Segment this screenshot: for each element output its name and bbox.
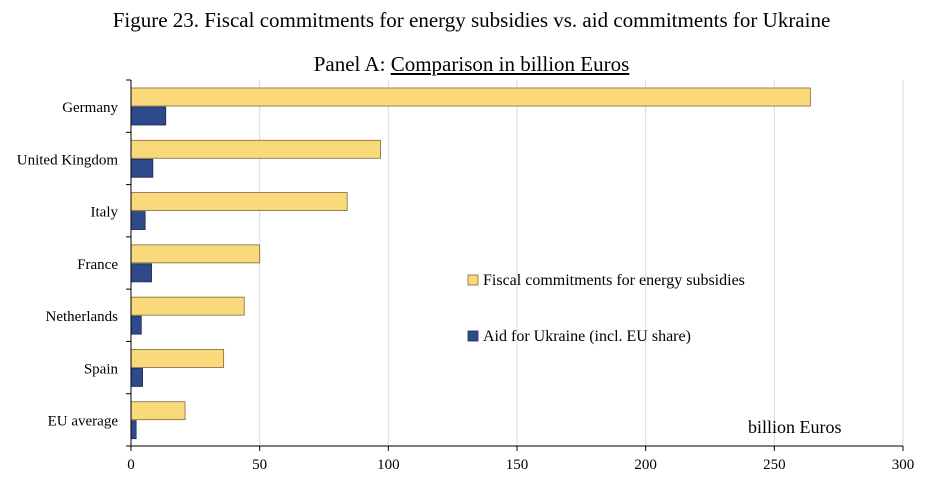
x-tick-label: 100 bbox=[377, 457, 400, 473]
bar-fiscal-italy bbox=[130, 192, 348, 211]
x-tick-label: 250 bbox=[763, 457, 786, 473]
x-tick-label: 50 bbox=[252, 457, 267, 473]
category-label: EU average bbox=[48, 414, 119, 430]
legend-fiscal-swatch bbox=[467, 274, 479, 286]
bar-fiscal-france bbox=[130, 244, 261, 264]
x-tick-label: 300 bbox=[892, 457, 915, 473]
category-label: Germany bbox=[62, 100, 118, 116]
tick-labels: 0 50 100 150 200 250 300 bbox=[127, 457, 914, 473]
legend-aid-label: Aid for Ukraine (incl. EU share) bbox=[483, 328, 691, 345]
unit-label: billion Euros bbox=[748, 417, 842, 437]
gridlines bbox=[259, 80, 904, 446]
bar-aid-france bbox=[130, 263, 152, 283]
x-tick-label: 200 bbox=[634, 457, 657, 473]
legend-aid-swatch bbox=[467, 330, 479, 342]
bar-aid-spain bbox=[130, 368, 143, 387]
category-label: Netherlands bbox=[46, 309, 119, 325]
panel-subtitle: Comparison in billion Euros bbox=[390, 52, 630, 76]
category-label: United Kingdom bbox=[17, 152, 119, 168]
panel-prefix: Panel A: bbox=[313, 52, 391, 76]
figure-title: Figure 23. Fiscal commitments for energy… bbox=[112, 8, 831, 32]
bar-fiscal-eu-average bbox=[130, 401, 186, 421]
bars bbox=[130, 87, 811, 440]
bar-fiscal-spain bbox=[130, 349, 225, 368]
legend: Fiscal commitments for energy subsidies A… bbox=[467, 272, 745, 345]
bar-fiscal-united-kingdom bbox=[130, 139, 382, 159]
axes bbox=[126, 79, 904, 451]
category-label: France bbox=[77, 257, 118, 273]
panel-title: Panel A: Comparison in billion Euros bbox=[0, 52, 943, 77]
bar-aid-germany bbox=[130, 106, 167, 126]
bar-aid-eu-average bbox=[130, 420, 137, 440]
x-tick-label: 0 bbox=[127, 457, 135, 473]
bar-fiscal-netherlands bbox=[130, 296, 245, 316]
legend-fiscal-label: Fiscal commitments for energy subsidies bbox=[483, 272, 745, 289]
category-label: Italy bbox=[91, 205, 119, 221]
bar-aid-netherlands bbox=[130, 315, 142, 335]
bar-aid-italy bbox=[130, 211, 146, 230]
category-label: Spain bbox=[84, 361, 119, 377]
bar-fiscal-germany bbox=[130, 87, 811, 107]
bar-aid-united-kingdom bbox=[130, 158, 154, 178]
category-labels: Germany United Kingdom Italy France Netherla… bbox=[17, 100, 119, 430]
x-tick-label: 150 bbox=[506, 457, 529, 473]
